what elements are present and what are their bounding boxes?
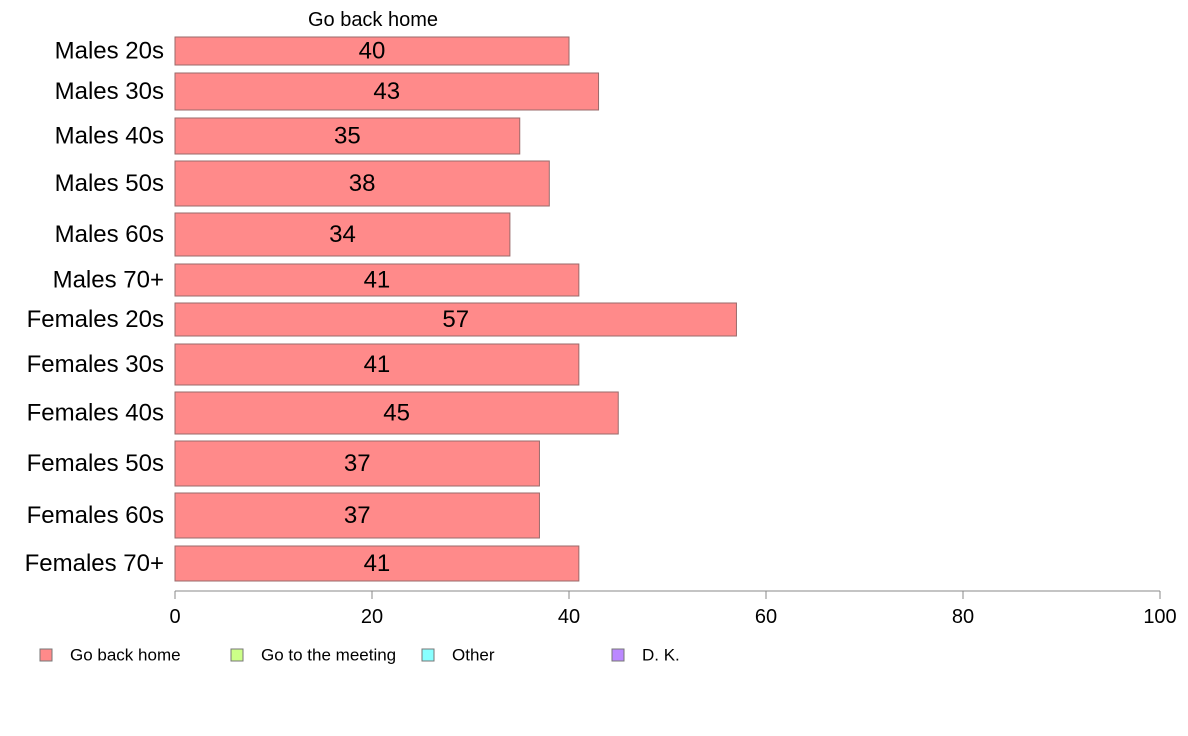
bar bbox=[174, 36, 570, 66]
bar-value-label: 41 bbox=[364, 267, 391, 294]
bar-value-label: 38 bbox=[349, 170, 376, 197]
legend: Go back home Go to the meeting Other D. K. bbox=[39, 646, 680, 665]
x-axis-ticks: 0 20 40 60 80 100 bbox=[169, 591, 1177, 628]
bar-value-label: 45 bbox=[383, 400, 410, 427]
x-tick-label: 20 bbox=[361, 606, 383, 628]
legend-label: Go to the meeting bbox=[261, 646, 396, 665]
category-label: Females 70+ bbox=[25, 550, 164, 577]
legend-swatch bbox=[421, 648, 435, 662]
bar bbox=[174, 72, 600, 111]
x-tick-label: 80 bbox=[952, 606, 974, 628]
bar-value-label: 37 bbox=[344, 502, 371, 529]
bar bbox=[174, 212, 511, 257]
legend-swatch bbox=[611, 648, 625, 662]
x-tick-label: 0 bbox=[169, 606, 180, 628]
legend-label: D. K. bbox=[642, 646, 680, 665]
bar-value-label: 34 bbox=[329, 221, 356, 248]
x-tick-label: 60 bbox=[755, 606, 777, 628]
bars-group: Males 20s 40 Males 30s 43 Males 40s 35 Males 5… bbox=[25, 36, 737, 582]
x-tick-label: 40 bbox=[558, 606, 580, 628]
x-tick-label: 100 bbox=[1143, 606, 1176, 628]
category-label: Females 40s bbox=[27, 400, 164, 427]
legend-swatch bbox=[230, 648, 244, 662]
bar bbox=[174, 391, 619, 435]
bar bbox=[174, 302, 737, 337]
bar bbox=[174, 440, 540, 487]
bar-value-label: 37 bbox=[344, 450, 371, 477]
category-label: Males 40s bbox=[55, 123, 164, 150]
category-label: Males 60s bbox=[55, 221, 164, 248]
category-label: Males 30s bbox=[55, 78, 164, 105]
category-label: Males 20s bbox=[55, 38, 164, 65]
legend-swatch bbox=[39, 648, 53, 662]
category-label: Males 70+ bbox=[53, 267, 164, 294]
bar bbox=[174, 343, 580, 386]
bar bbox=[174, 545, 580, 582]
chart-title: Go back home bbox=[308, 9, 438, 31]
bar-value-label: 57 bbox=[442, 306, 469, 333]
legend-label: Go back home bbox=[70, 646, 181, 665]
bar-value-label: 40 bbox=[359, 38, 386, 65]
bar bbox=[174, 117, 521, 155]
category-label: Females 50s bbox=[27, 450, 164, 477]
category-label: Females 20s bbox=[27, 306, 164, 333]
category-label: Females 30s bbox=[27, 351, 164, 378]
category-label: Females 60s bbox=[27, 502, 164, 529]
bar-value-label: 35 bbox=[334, 123, 361, 150]
bar-value-label: 41 bbox=[364, 351, 391, 378]
bar-value-label: 41 bbox=[364, 550, 391, 577]
bar bbox=[174, 160, 550, 207]
bar bbox=[174, 263, 580, 297]
legend-label: Other bbox=[452, 646, 495, 665]
category-label: Males 50s bbox=[55, 170, 164, 197]
bar bbox=[174, 492, 540, 539]
bar-value-label: 43 bbox=[373, 78, 400, 105]
